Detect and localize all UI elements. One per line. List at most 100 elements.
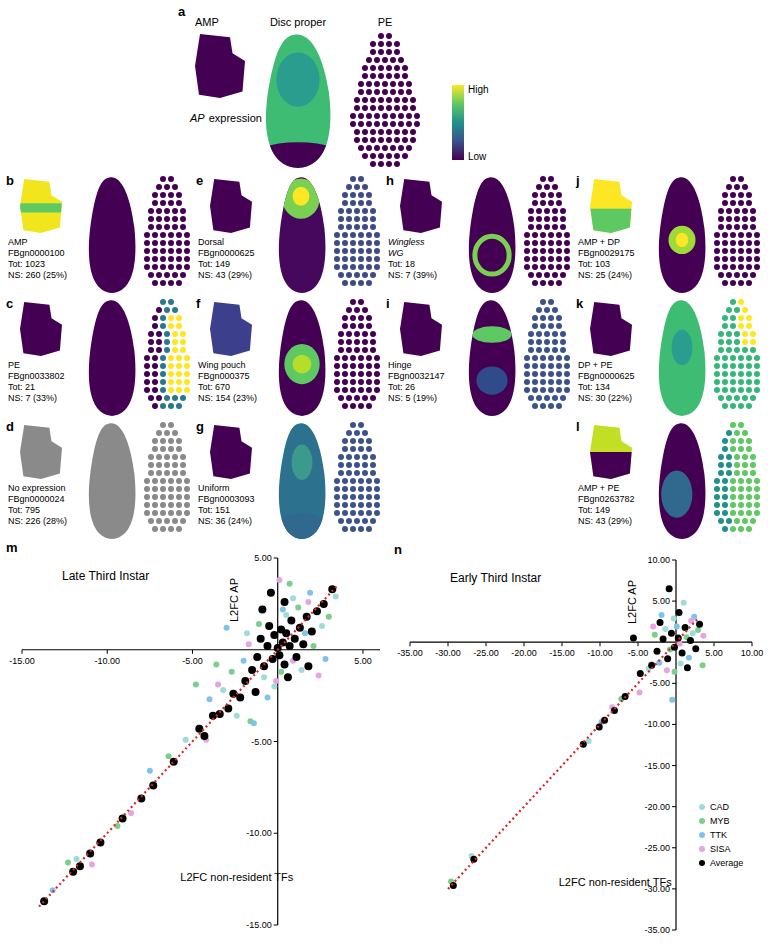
amp-region: [590, 425, 632, 479]
pe-cell: [144, 363, 150, 369]
colorbar-label: Low: [468, 151, 487, 162]
panel-text: FBgn0000625: [578, 371, 635, 381]
pe-cell: [718, 470, 724, 476]
pe-cell: [358, 299, 364, 305]
pe-cell: [730, 371, 736, 377]
pe-cell: [350, 280, 356, 286]
pe-cell: [544, 339, 550, 345]
pe-cell: [358, 280, 364, 286]
pe-cell: [346, 208, 352, 214]
pe-cell: [342, 486, 348, 492]
pe-cell: [374, 81, 380, 87]
pe-cell: [540, 240, 546, 246]
pe-cell: [390, 57, 396, 63]
pe-cell: [544, 307, 550, 313]
pe-cell: [386, 97, 392, 103]
pe-cell: [168, 486, 174, 492]
pe-cell: [718, 272, 724, 278]
pe-cell: [160, 422, 166, 428]
pe-cell: [172, 272, 178, 278]
pe-cell: [164, 430, 170, 436]
pe-cell: [168, 371, 174, 377]
pe-cell: [362, 105, 368, 111]
pe-cell: [172, 454, 178, 460]
y-tick: [274, 833, 278, 834]
pe-cell: [156, 339, 162, 345]
pe-cell: [160, 486, 166, 492]
pe-cell: [722, 403, 728, 409]
pe-cell: [746, 264, 752, 270]
pe-cell: [750, 339, 756, 345]
pe-cell: [722, 494, 728, 500]
pe-cell: [714, 502, 720, 508]
pe-cell: [362, 65, 368, 71]
pe-cell: [156, 430, 162, 436]
pe-cell: [560, 339, 566, 345]
pe-cell: [180, 224, 186, 230]
panel-text: FBgn0029175: [578, 248, 635, 258]
pe-cell: [746, 510, 752, 516]
pe-cell: [334, 248, 340, 254]
y-tick: [274, 741, 278, 742]
pe-cell: [382, 57, 388, 63]
pe-cell: [714, 379, 720, 385]
legend-label: Average: [710, 858, 743, 868]
pe-cell: [552, 339, 558, 345]
pe-cell: [718, 208, 724, 214]
pe-cell: [738, 299, 744, 305]
pe-cell: [556, 371, 562, 377]
pe-cell: [532, 379, 538, 385]
pe-cell: [144, 387, 150, 393]
x-tick-label: 5.00: [354, 656, 372, 666]
disc-expression: [248, 52, 349, 180]
expression-domain: [668, 226, 695, 254]
x-tick: [486, 642, 487, 646]
pe-cell: [358, 176, 364, 182]
pe-cell: [540, 355, 546, 361]
pe-cell: [184, 264, 190, 270]
data-point: [679, 649, 686, 656]
pe-cell: [552, 216, 558, 222]
disc-expression: [672, 330, 693, 365]
pe-cell: [346, 518, 352, 524]
pe-cell: [754, 363, 760, 369]
pe-cell: [406, 121, 412, 127]
panel-letter: f: [196, 296, 201, 311]
pe-cell: [370, 49, 376, 55]
pe-cell: [536, 216, 542, 222]
pe-cell: [184, 248, 190, 254]
pe-cell: [370, 454, 376, 460]
pe-cell: [734, 216, 740, 222]
data-point: [676, 609, 683, 616]
panel-text: NS: 43 (29%): [578, 516, 632, 526]
pe-cell: [164, 454, 170, 460]
pe-cell: [390, 113, 396, 119]
pe-cell: [342, 256, 348, 262]
panel-text: FBgn0263782: [578, 494, 635, 504]
pe-cell: [144, 240, 150, 246]
pe-cell: [144, 232, 150, 238]
pe-cell: [746, 192, 752, 198]
data-point: [287, 616, 295, 624]
pe-cell: [722, 478, 728, 484]
pe-cell: [350, 264, 356, 270]
pe-cell: [406, 81, 412, 87]
pe-cell: [722, 446, 728, 452]
pe-cell: [184, 371, 190, 377]
pe-cell: [370, 339, 376, 345]
pe-cell: [180, 347, 186, 353]
pe-cell: [172, 347, 178, 353]
data-point: [273, 678, 279, 684]
pe-cell: [156, 216, 162, 222]
pe-cell: [754, 256, 760, 262]
pe-cell: [358, 81, 364, 87]
pe-cell: [164, 272, 170, 278]
pe-cell: [524, 248, 530, 254]
pe-cell: [164, 395, 170, 401]
pe-cell: [726, 272, 732, 278]
pe-cell: [386, 161, 392, 167]
pe-cell: [152, 363, 158, 369]
pe-cell: [528, 224, 534, 230]
y-tick-label: 5.00: [254, 553, 272, 563]
pe-cell: [362, 331, 368, 337]
